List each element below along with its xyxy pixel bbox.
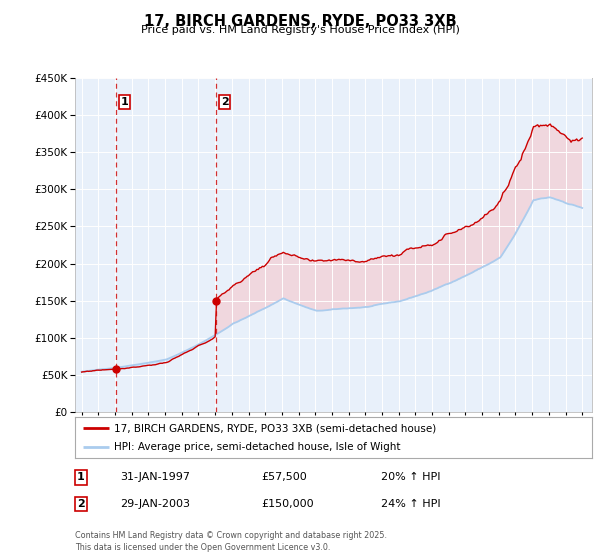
Text: HPI: Average price, semi-detached house, Isle of Wight: HPI: Average price, semi-detached house,…: [114, 442, 400, 451]
Text: 2: 2: [221, 97, 229, 107]
Text: 1: 1: [121, 97, 128, 107]
Text: 24% ↑ HPI: 24% ↑ HPI: [381, 499, 440, 509]
Text: £57,500: £57,500: [261, 472, 307, 482]
Text: Price paid vs. HM Land Registry's House Price Index (HPI): Price paid vs. HM Land Registry's House …: [140, 25, 460, 35]
Text: 17, BIRCH GARDENS, RYDE, PO33 3XB (semi-detached house): 17, BIRCH GARDENS, RYDE, PO33 3XB (semi-…: [114, 423, 436, 433]
Text: 17, BIRCH GARDENS, RYDE, PO33 3XB: 17, BIRCH GARDENS, RYDE, PO33 3XB: [143, 14, 457, 29]
Text: 1: 1: [77, 472, 85, 482]
Text: 20% ↑ HPI: 20% ↑ HPI: [381, 472, 440, 482]
Text: 29-JAN-2003: 29-JAN-2003: [120, 499, 190, 509]
Text: Contains HM Land Registry data © Crown copyright and database right 2025.
This d: Contains HM Land Registry data © Crown c…: [75, 531, 387, 552]
Text: 31-JAN-1997: 31-JAN-1997: [120, 472, 190, 482]
Text: £150,000: £150,000: [261, 499, 314, 509]
Text: 2: 2: [77, 499, 85, 509]
